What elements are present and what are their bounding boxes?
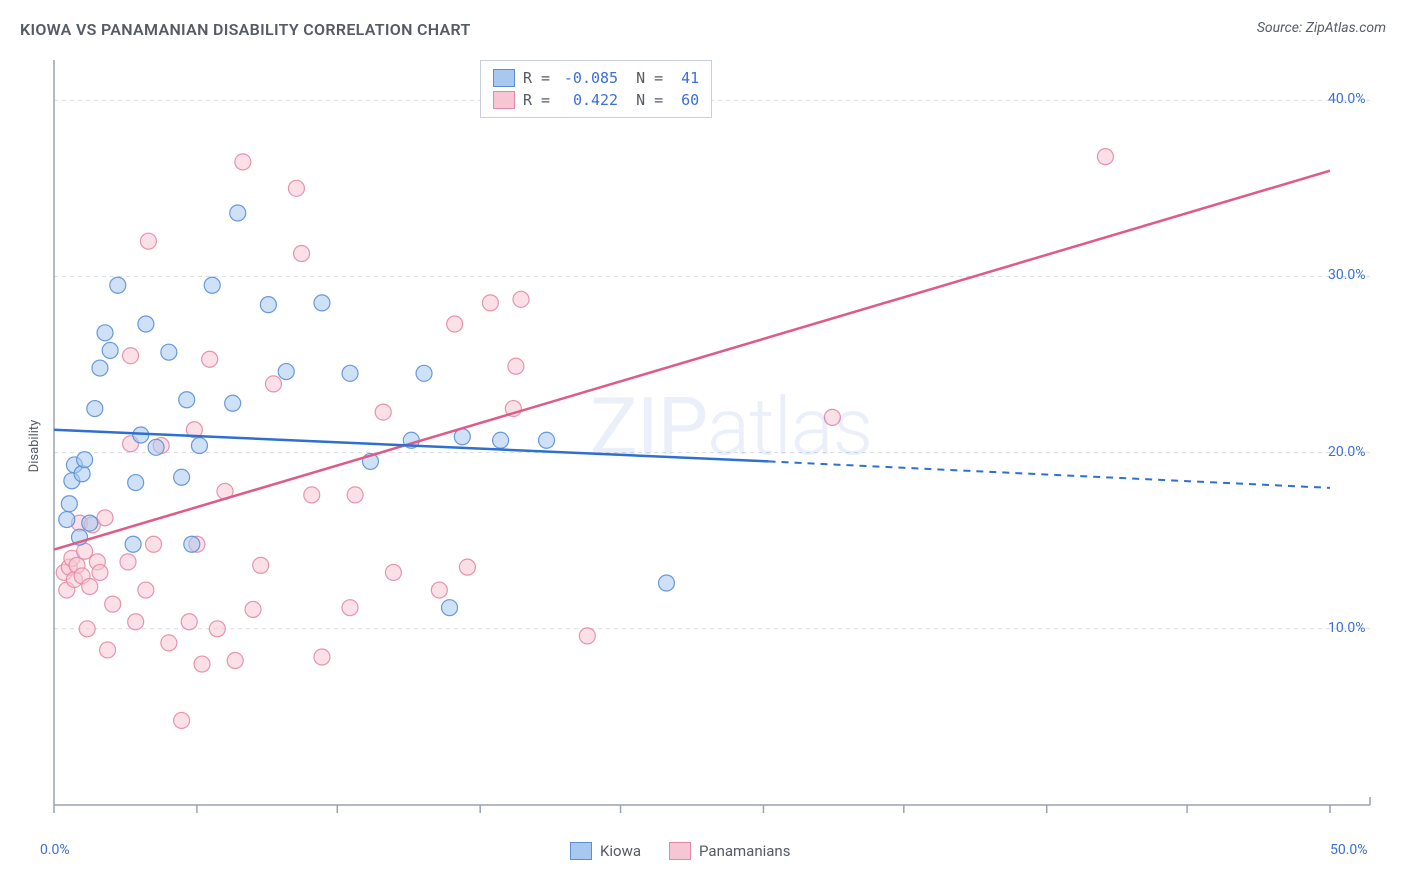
legend-item: Panamanians — [669, 842, 790, 860]
series-legend: Kiowa Panamanians — [570, 842, 790, 860]
pan-swatch-icon — [669, 842, 691, 860]
legend-label: Kiowa — [600, 842, 641, 860]
stats-legend-box: R = -0.085 N = 41 R = 0.422 N = 60 — [480, 60, 712, 118]
n-label: N = — [636, 91, 663, 109]
stats-row: R = 0.422 N = 60 — [493, 89, 699, 111]
r-label: R = — [523, 69, 550, 87]
legend-label: Panamanians — [699, 842, 790, 860]
x-tick-0: 0.0% — [40, 842, 70, 858]
n-label: N = — [636, 69, 663, 87]
r-value: -0.085 — [558, 69, 618, 87]
n-value: 60 — [671, 91, 699, 109]
r-value: 0.422 — [558, 91, 618, 109]
y-tick-label: 40.0% — [1328, 91, 1366, 107]
r-label: R = — [523, 91, 550, 109]
kiowa-swatch-icon — [570, 842, 592, 860]
scatter-chart-svg — [50, 55, 1380, 815]
pan-swatch-icon — [493, 91, 515, 109]
chart-title: KIOWA VS PANAMANIAN DISABILITY CORRELATI… — [20, 20, 471, 39]
x-tick-50: 50.0% — [1330, 842, 1368, 858]
kiowa-swatch-icon — [493, 69, 515, 87]
legend-item: Kiowa — [570, 842, 641, 860]
stats-row: R = -0.085 N = 41 — [493, 67, 699, 89]
source-credit: Source: ZipAtlas.com — [1257, 20, 1386, 36]
n-value: 41 — [671, 69, 699, 87]
y-axis-label: Disability — [27, 420, 42, 473]
chart-area — [50, 55, 1380, 815]
y-tick-label: 30.0% — [1328, 267, 1366, 283]
y-tick-label: 20.0% — [1328, 444, 1366, 460]
y-tick-label: 10.0% — [1328, 620, 1366, 636]
